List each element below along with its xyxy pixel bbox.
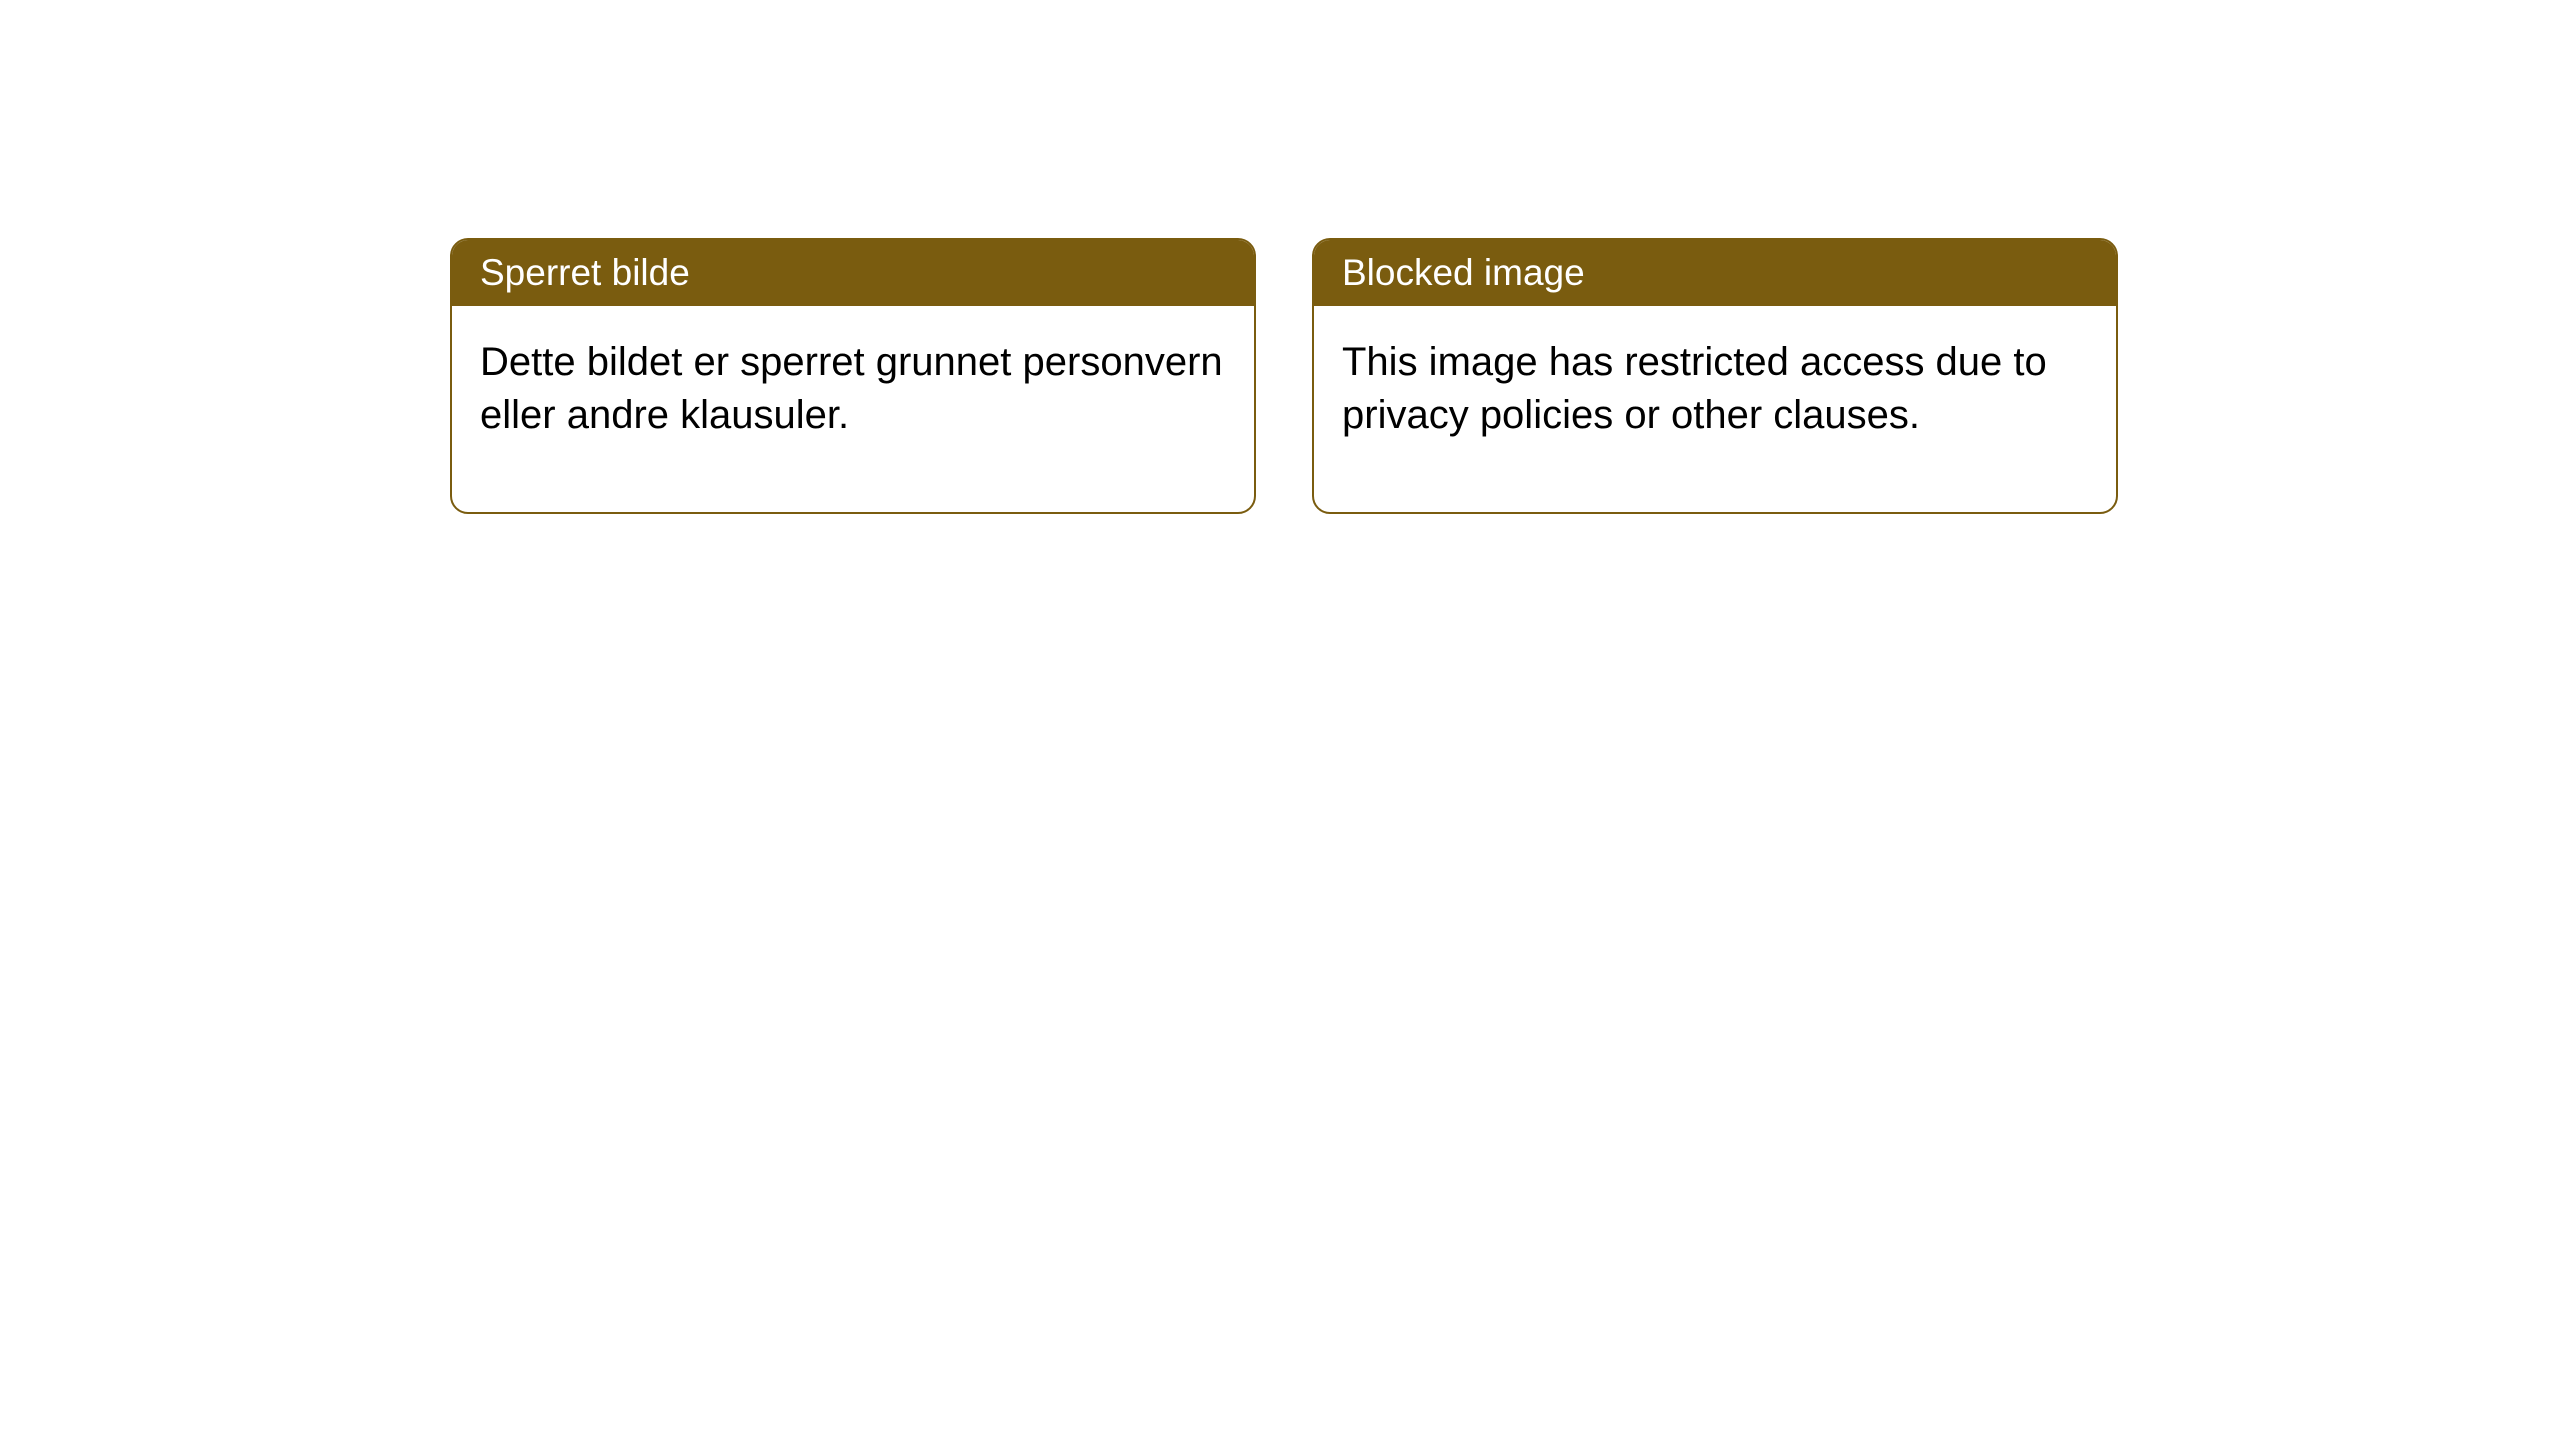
card-header-no: Sperret bilde xyxy=(452,240,1254,306)
blocked-image-card-no: Sperret bilde Dette bildet er sperret gr… xyxy=(450,238,1256,514)
blocked-image-card-en: Blocked image This image has restricted … xyxy=(1312,238,2118,514)
card-body-en: This image has restricted access due to … xyxy=(1314,306,2116,512)
card-message-en: This image has restricted access due to … xyxy=(1342,340,2047,437)
card-body-no: Dette bildet er sperret grunnet personve… xyxy=(452,306,1254,512)
card-title-no: Sperret bilde xyxy=(480,252,690,293)
card-message-no: Dette bildet er sperret grunnet personve… xyxy=(480,340,1223,437)
blocked-image-cards: Sperret bilde Dette bildet er sperret gr… xyxy=(450,238,2118,514)
card-title-en: Blocked image xyxy=(1342,252,1585,293)
card-header-en: Blocked image xyxy=(1314,240,2116,306)
